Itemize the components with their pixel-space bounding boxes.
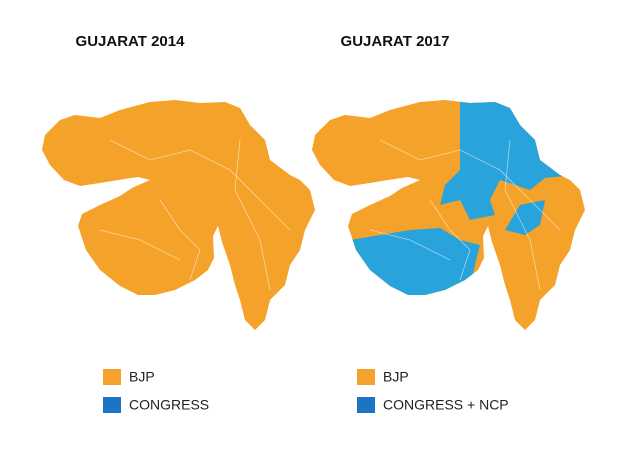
legend-label: BJP <box>129 369 155 385</box>
legend-swatch <box>357 369 375 385</box>
legend-swatch <box>103 369 121 385</box>
map-title: GUJARAT 2014 <box>76 33 186 50</box>
map-2014 <box>42 100 315 330</box>
legend-label: CONGRESS <box>129 397 209 413</box>
legend-swatch <box>357 397 375 413</box>
legend-swatch <box>103 397 121 413</box>
legend-label: CONGRESS + NCP <box>383 397 509 413</box>
map-title: GUJARAT 2017 <box>341 33 450 50</box>
map-2017 <box>312 100 585 330</box>
legend-label: BJP <box>383 369 409 385</box>
